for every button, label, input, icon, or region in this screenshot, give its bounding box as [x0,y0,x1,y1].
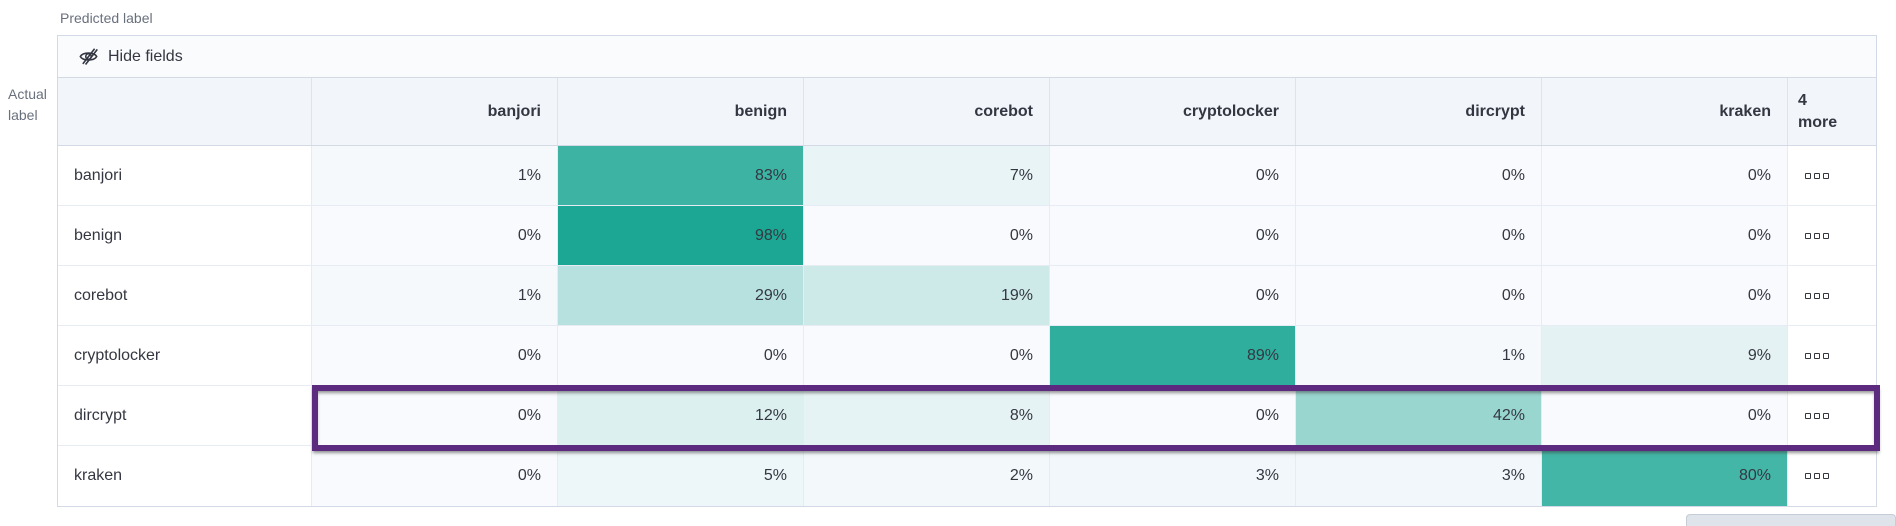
column-header-dircrypt[interactable]: dircrypt [1296,78,1542,145]
cell-kraken-banjori[interactable]: 0% [312,446,558,506]
cell-cryptolocker-kraken[interactable]: 9% [1542,326,1788,385]
cell-benign-benign[interactable]: 98% [558,206,804,265]
matrix-row-dircrypt: dircrypt 0% 12% 8% 0% 42% 0% [58,386,1876,446]
confusion-matrix-panel: Hide fields banjori benign corebot cryptolo… [57,35,1880,507]
grid-body: banjori 1% 83% 7% 0% 0% 0% benign 0% 98% 0% 0% 0% 0% c… [58,146,1880,506]
hide-fields-label: Hide fields [108,47,183,65]
column-header-cryptolocker[interactable]: cryptolocker [1050,78,1296,145]
matrix-row-benign: benign 0% 98% 0% 0% 0% 0% [58,206,1876,266]
cell-cryptolocker-dircrypt[interactable]: 1% [1296,326,1542,385]
cell-corebot-kraken[interactable]: 0% [1542,266,1788,325]
boxes-horizontal-icon [1805,412,1811,419]
boxes-horizontal-icon [1814,172,1820,179]
column-header-kraken[interactable]: kraken [1542,78,1788,145]
row-actions-button[interactable] [1788,146,1876,205]
cell-corebot-cryptolocker[interactable]: 0% [1050,266,1296,325]
row-actions-button[interactable] [1788,266,1876,325]
boxes-horizontal-icon [1814,292,1820,299]
cell-cryptolocker-corebot[interactable]: 0% [804,326,1050,385]
cell-banjori-banjori[interactable]: 1% [312,146,558,205]
cell-dircrypt-benign[interactable]: 12% [558,386,804,445]
row-actions-button[interactable] [1788,206,1876,265]
matrix-row-kraken: kraken 0% 5% 2% 3% 3% 80% [58,446,1876,506]
boxes-horizontal-icon [1805,473,1811,479]
cell-dircrypt-kraken[interactable]: 0% [1542,386,1788,445]
boxes-horizontal-icon [1805,292,1811,299]
boxes-horizontal-icon [1823,352,1829,359]
cell-dircrypt-banjori[interactable]: 0% [312,386,558,445]
cell-cryptolocker-benign[interactable]: 0% [558,326,804,385]
cell-benign-banjori[interactable]: 0% [312,206,558,265]
predicted-label: Predicted label [60,10,153,26]
cell-cryptolocker-cryptolocker[interactable]: 89% [1050,326,1296,385]
boxes-horizontal-icon [1814,473,1820,479]
corner-header-cell [58,78,312,145]
cell-dircrypt-dircrypt[interactable]: 42% [1296,386,1542,445]
column-header-banjori[interactable]: banjori [312,78,558,145]
scroll-handle[interactable] [1686,514,1896,526]
row-actions-button[interactable] [1788,446,1876,506]
cell-benign-dircrypt[interactable]: 0% [1296,206,1542,265]
cell-corebot-corebot[interactable]: 19% [804,266,1050,325]
boxes-horizontal-icon [1823,292,1829,299]
cell-kraken-corebot[interactable]: 2% [804,446,1050,506]
cell-banjori-kraken[interactable]: 0% [1542,146,1788,205]
grid-toolbar: Hide fields [58,36,1876,78]
cell-kraken-kraken[interactable]: 80% [1542,446,1788,506]
cell-benign-corebot[interactable]: 0% [804,206,1050,265]
cell-benign-kraken[interactable]: 0% [1542,206,1788,265]
matrix-row-banjori: banjori 1% 83% 7% 0% 0% 0% [58,146,1876,206]
row-label: cryptolocker [58,326,312,385]
header-row: banjori benign corebot cryptolocker dircrypt… [58,78,1876,146]
cell-kraken-dircrypt[interactable]: 3% [1296,446,1542,506]
cell-cryptolocker-banjori[interactable]: 0% [312,326,558,385]
column-header-corebot[interactable]: corebot [804,78,1050,145]
boxes-horizontal-icon [1823,412,1829,419]
cell-corebot-benign[interactable]: 29% [558,266,804,325]
boxes-horizontal-icon [1814,232,1820,239]
boxes-horizontal-icon [1823,473,1829,479]
cell-banjori-dircrypt[interactable]: 0% [1296,146,1542,205]
cell-dircrypt-corebot[interactable]: 8% [804,386,1050,445]
cell-dircrypt-cryptolocker[interactable]: 0% [1050,386,1296,445]
cell-corebot-banjori[interactable]: 1% [312,266,558,325]
matrix-row-corebot: corebot 1% 29% 19% 0% 0% 0% [58,266,1876,326]
actual-label: Actual label [8,86,47,123]
cell-corebot-dircrypt[interactable]: 0% [1296,266,1542,325]
cell-kraken-benign[interactable]: 5% [558,446,804,506]
row-actions-button[interactable] [1788,326,1876,385]
cell-banjori-benign[interactable]: 83% [558,146,804,205]
hide-fields-button[interactable]: Hide fields [78,46,183,67]
column-header-more[interactable]: 4 more [1798,91,1838,131]
boxes-horizontal-icon [1805,352,1811,359]
row-label: dircrypt [58,386,312,445]
boxes-horizontal-icon [1823,232,1829,239]
row-label: kraken [58,446,312,506]
row-label: benign [58,206,312,265]
matrix-row-cryptolocker: cryptolocker 0% 0% 0% 89% 1% 9% [58,326,1876,386]
boxes-horizontal-icon [1814,352,1820,359]
row-label: banjori [58,146,312,205]
cell-benign-cryptolocker[interactable]: 0% [1050,206,1296,265]
cell-banjori-corebot[interactable]: 7% [804,146,1050,205]
row-actions-button[interactable] [1788,386,1876,445]
eye-closed-icon [78,46,99,67]
row-label: corebot [58,266,312,325]
cell-banjori-cryptolocker[interactable]: 0% [1050,146,1296,205]
column-header-benign[interactable]: benign [558,78,804,145]
boxes-horizontal-icon [1814,412,1820,419]
cell-kraken-cryptolocker[interactable]: 3% [1050,446,1296,506]
boxes-horizontal-icon [1805,232,1811,239]
boxes-horizontal-icon [1805,172,1811,179]
boxes-horizontal-icon [1823,172,1829,179]
